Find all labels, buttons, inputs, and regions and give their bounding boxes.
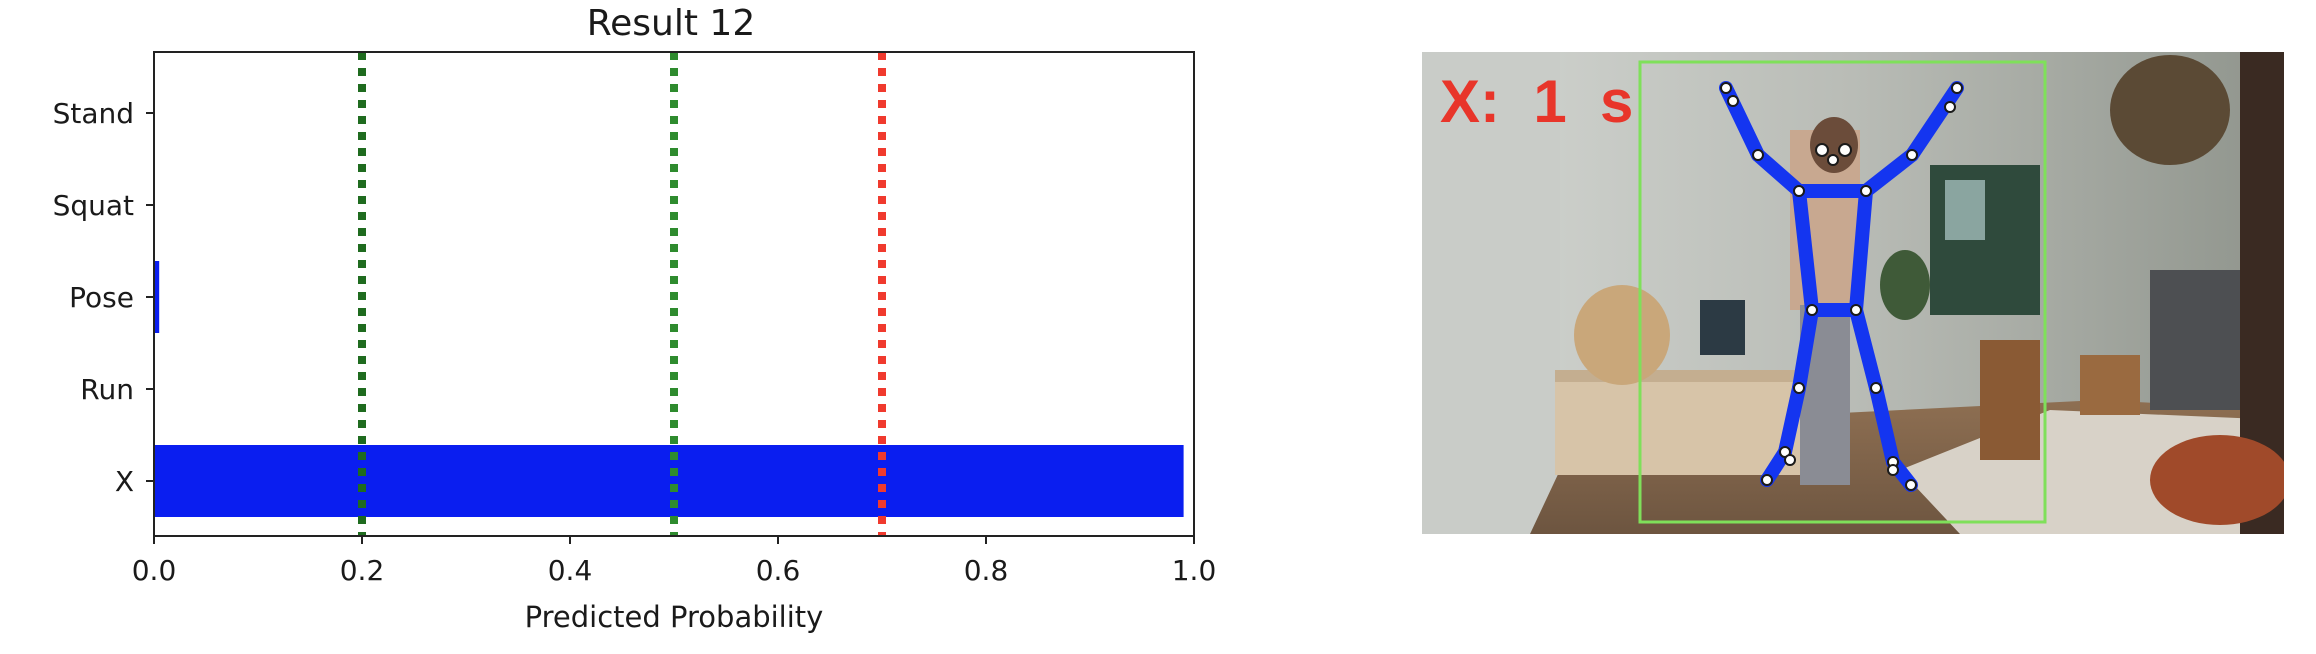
chart-title: Result 12 <box>587 3 756 44</box>
video-frame-image: X: 1 s <box>1422 52 2284 534</box>
x-axis-label: Predicted Probability <box>525 600 824 634</box>
bar-pose <box>154 261 160 333</box>
plot-frame <box>153 51 1195 537</box>
pose-keypoints <box>1720 82 1963 491</box>
x-axis: 0.0 0.2 0.4 0.6 0.8 1.0 <box>132 536 1217 587</box>
x-tick-label: 0.0 <box>132 554 177 587</box>
bar-x <box>154 445 1184 517</box>
x-tick-label: 0.8 <box>964 554 1009 587</box>
x-tick-label: 0.6 <box>756 554 801 587</box>
y-tick-label: Squat <box>53 189 134 222</box>
y-tick-label: Stand <box>53 97 134 130</box>
y-tick-label: X <box>115 465 134 498</box>
timer-overlay-text: X: 1 s <box>1440 68 1633 135</box>
x-tick-label: 0.4 <box>548 554 593 587</box>
bars <box>154 261 1184 517</box>
threshold-lines <box>358 52 886 536</box>
plot-area: Stand Squat Pose Run X 0.0 0.2 0.4 0.6 0.8 1.0 <box>53 51 1217 587</box>
y-tick-label: Pose <box>69 281 134 314</box>
x-tick-label: 1.0 <box>1172 554 1217 587</box>
y-axis: Stand Squat Pose Run X <box>53 97 154 498</box>
y-tick-label: Run <box>80 373 134 406</box>
detection-bounding-box <box>1638 60 2047 524</box>
x-tick-label: 0.2 <box>340 554 385 587</box>
